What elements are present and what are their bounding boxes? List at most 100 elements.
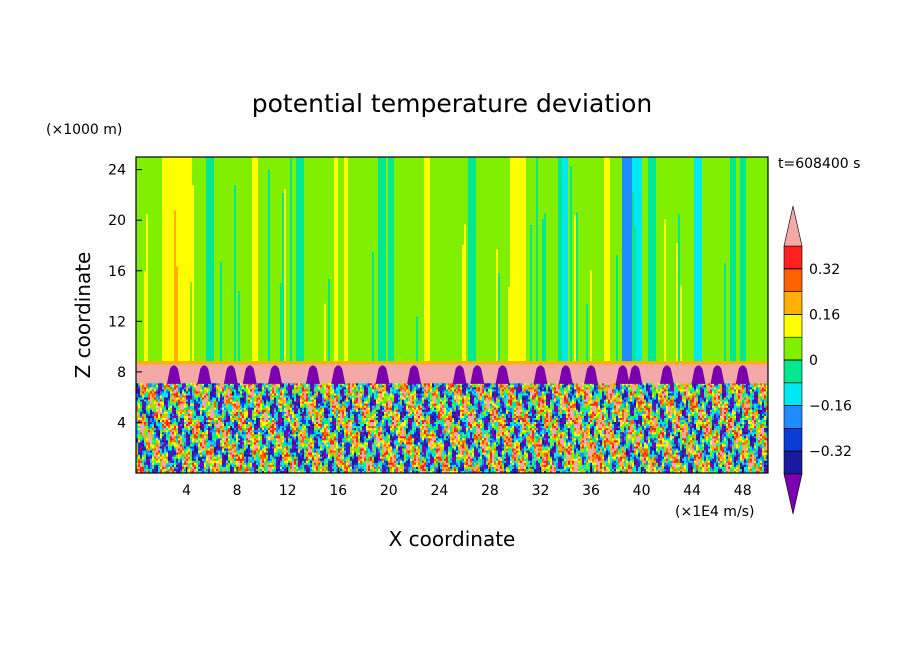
field-cell bbox=[170, 446, 173, 450]
field-cell bbox=[318, 454, 321, 458]
field-cell bbox=[208, 440, 211, 444]
field-cell bbox=[258, 403, 261, 407]
field-cell bbox=[190, 395, 193, 399]
field-cell bbox=[300, 442, 303, 446]
field-cell bbox=[272, 470, 275, 473]
field-cell bbox=[182, 470, 185, 473]
field-cell bbox=[246, 383, 249, 386]
field-cell bbox=[316, 434, 319, 437]
field-cell bbox=[268, 440, 271, 444]
field-cell bbox=[270, 407, 273, 411]
field-cell bbox=[312, 389, 315, 393]
field-cell bbox=[194, 440, 197, 444]
field-cell bbox=[222, 426, 225, 429]
field-cell bbox=[302, 383, 305, 386]
field-cell bbox=[288, 470, 291, 473]
field-cell bbox=[246, 415, 249, 419]
field-cell bbox=[236, 417, 239, 421]
field-cell bbox=[272, 157, 275, 366]
field-cell bbox=[156, 460, 159, 464]
field-cell bbox=[186, 430, 189, 433]
field-cell bbox=[190, 391, 193, 395]
field-cell bbox=[318, 409, 321, 413]
field-cell bbox=[202, 401, 205, 405]
field-cell bbox=[332, 393, 335, 397]
field-cell bbox=[314, 426, 317, 429]
field-cell bbox=[218, 466, 221, 470]
field-cell bbox=[190, 393, 193, 397]
field-cell bbox=[244, 428, 247, 431]
field-cell bbox=[274, 438, 277, 441]
field-cell bbox=[154, 387, 157, 390]
field-cell bbox=[338, 415, 341, 419]
field-cell bbox=[286, 448, 289, 452]
field-cell bbox=[140, 387, 143, 390]
field-cell bbox=[178, 450, 181, 454]
field-cell bbox=[164, 436, 167, 439]
field-cell bbox=[210, 444, 213, 448]
field-cell bbox=[302, 399, 305, 403]
field-cell bbox=[208, 422, 211, 425]
field-cell bbox=[248, 454, 251, 458]
field-cell bbox=[294, 411, 297, 415]
field-cell bbox=[344, 440, 347, 444]
field-cell bbox=[292, 458, 295, 462]
field-cell bbox=[328, 430, 331, 433]
field-cell bbox=[160, 446, 163, 450]
field-cell bbox=[614, 157, 617, 366]
field-cell bbox=[262, 460, 265, 464]
field-cell bbox=[200, 428, 203, 431]
field-cell bbox=[172, 413, 175, 417]
field-cell bbox=[318, 417, 321, 421]
field-cell bbox=[174, 470, 177, 473]
field-cell bbox=[318, 387, 321, 390]
field-cell bbox=[310, 458, 313, 462]
field-cell bbox=[292, 462, 295, 466]
field-cell bbox=[310, 432, 313, 435]
field-cell bbox=[298, 428, 301, 431]
field-cell bbox=[188, 387, 191, 390]
field-cell bbox=[172, 383, 175, 386]
field-cell bbox=[258, 407, 261, 411]
field-cell bbox=[160, 444, 163, 448]
field-cell bbox=[156, 391, 159, 395]
field-cell bbox=[176, 385, 179, 388]
field-cell bbox=[326, 385, 329, 388]
field-cell bbox=[244, 383, 247, 386]
field-cell bbox=[334, 393, 337, 397]
field-cell bbox=[242, 395, 245, 399]
field-cell bbox=[282, 411, 285, 415]
field-cell bbox=[324, 157, 327, 366]
field-cell bbox=[178, 454, 181, 458]
field-cell bbox=[276, 417, 279, 421]
field-cell bbox=[244, 417, 247, 421]
field-cell bbox=[294, 454, 297, 458]
field-cell bbox=[298, 448, 301, 452]
field-cell bbox=[184, 385, 187, 388]
field-cell bbox=[216, 407, 219, 411]
field-cell bbox=[278, 466, 281, 470]
field-cell bbox=[262, 403, 265, 407]
field-cell bbox=[280, 462, 283, 466]
field-cell bbox=[274, 466, 277, 470]
field-cell bbox=[174, 456, 177, 460]
field-cell bbox=[340, 462, 343, 466]
field-cell bbox=[268, 383, 271, 386]
field-cell bbox=[322, 430, 325, 433]
field-cell bbox=[208, 452, 211, 456]
field-cell bbox=[138, 401, 141, 405]
field-cell bbox=[250, 440, 253, 444]
field-cell bbox=[512, 157, 515, 366]
field-cell bbox=[234, 397, 237, 401]
field-cell bbox=[138, 411, 141, 415]
field-cell bbox=[228, 432, 231, 435]
field-cell bbox=[238, 468, 241, 472]
field-cell bbox=[218, 405, 221, 409]
field-cell bbox=[222, 407, 225, 411]
field-cell bbox=[272, 397, 275, 401]
field-cell bbox=[190, 401, 193, 405]
field-cell bbox=[306, 389, 309, 393]
field-cell bbox=[142, 413, 145, 417]
field-cell bbox=[226, 391, 229, 395]
field-cell bbox=[216, 442, 219, 446]
